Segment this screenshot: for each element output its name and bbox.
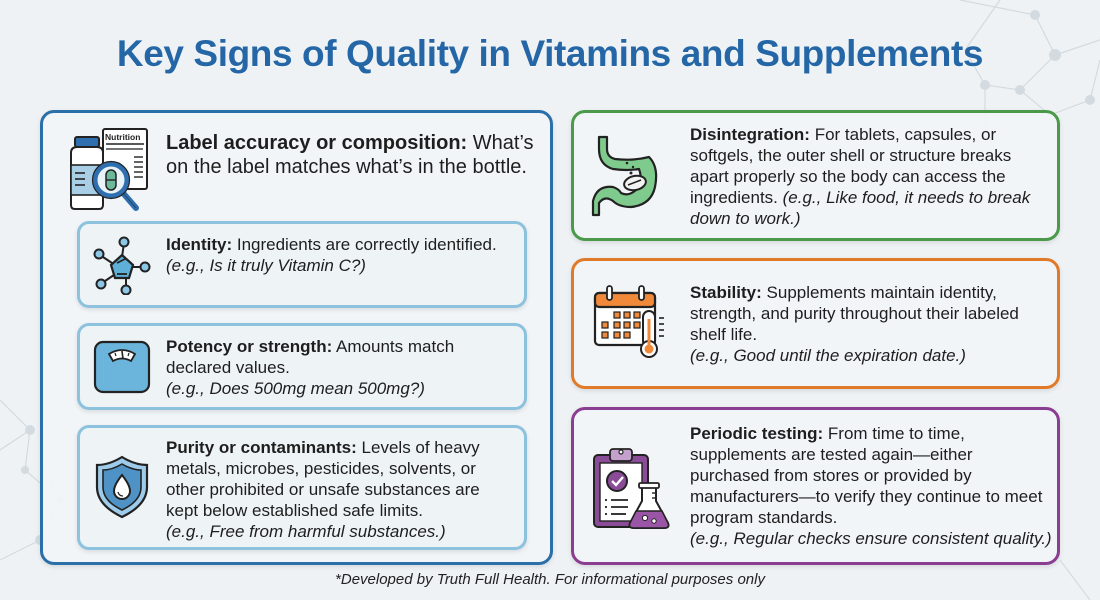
potency-heading: Potency or strength: <box>166 337 333 356</box>
label-accuracy-heading: Label accuracy or composition: <box>166 132 468 154</box>
purity-card <box>77 425 527 550</box>
disintegration-example: (e.g., Like food, it needs to break down… <box>690 188 1031 228</box>
purity-text: Purity or contaminants: Levels of heavy … <box>166 437 511 542</box>
periodic-testing-body: From time to time, supplements are teste… <box>690 424 1043 527</box>
disintegration-body: For tablets, capsules, or softgels, the … <box>690 125 1012 207</box>
scale-icon <box>93 340 151 394</box>
potency-text: Potency or strength: Amounts match decla… <box>166 336 511 399</box>
footer-disclaimer: *Developed by Truth Full Health. For inf… <box>335 571 765 588</box>
disintegration-text: Disintegration: For tablets, capsules, o… <box>690 124 1050 229</box>
periodic-testing-example: (e.g., Regular checks ensure consistent … <box>690 529 1052 548</box>
potency-example: (e.g., Does 500mg mean 500mg?) <box>166 379 425 398</box>
identity-example: (e.g., Is it truly Vitamin C?) <box>166 256 366 275</box>
purity-example: (e.g., Free from harmful substances.) <box>166 522 446 541</box>
stability-example: (e.g., Good until the expiration date.) <box>690 346 966 365</box>
purity-heading: Purity or contaminants: <box>166 438 357 457</box>
identity-body: Ingredients are correctly identified. <box>236 235 497 254</box>
stability-body: Supplements maintain identity, strength,… <box>690 283 1019 344</box>
clipboard-flask-icon <box>593 448 670 529</box>
purity-body: Levels of heavy metals, microbes, pestic… <box>166 438 480 520</box>
potency-card <box>77 323 527 410</box>
identity-heading: Identity: <box>166 235 233 254</box>
svg-text:Nutrition: Nutrition <box>105 132 140 142</box>
page-title: Key Signs of Quality in Vitamins and Sup… <box>116 33 984 74</box>
disintegration-heading: Disintegration: <box>690 125 810 144</box>
potency-body: Amounts match declared values. <box>166 337 455 377</box>
bottle-magnifier-nutrition-icon: Nutrition <box>70 128 148 211</box>
identity-card <box>77 221 527 308</box>
identity-text: Identity: Ingredients are correctly iden… <box>166 234 511 276</box>
molecule-icon <box>93 236 151 295</box>
periodic-testing-text: Periodic testing: From time to time, sup… <box>690 423 1052 549</box>
shield-drop-icon <box>95 455 149 519</box>
label-accuracy-text: Label accuracy or composition: What’s on… <box>166 131 536 179</box>
stability-heading: Stability: <box>690 283 762 302</box>
stability-text: Stability: Supplements maintain identity… <box>690 282 1050 366</box>
calendar-thermometer-icon <box>593 285 664 358</box>
periodic-testing-heading: Periodic testing: <box>690 424 824 443</box>
stomach-tablet-icon <box>591 135 658 217</box>
label-accuracy-body: What’s on the label matches what’s in th… <box>166 132 534 178</box>
